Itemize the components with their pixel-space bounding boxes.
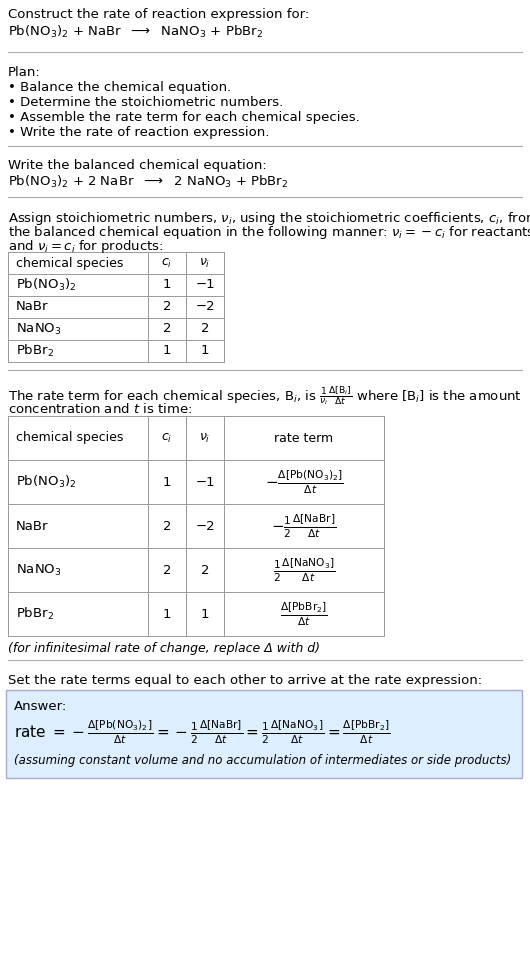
Text: 1: 1: [163, 607, 171, 621]
Text: 2: 2: [163, 519, 171, 533]
Text: • Balance the chemical equation.: • Balance the chemical equation.: [8, 81, 231, 94]
Text: $\nu_i$: $\nu_i$: [199, 431, 211, 444]
Text: $-\frac{\Delta[\mathrm{Pb(NO_3)_2}]}{\Delta t}$: $-\frac{\Delta[\mathrm{Pb(NO_3)_2}]}{\De…: [264, 468, 343, 496]
Text: the balanced chemical equation in the following manner: $\nu_i = -c_i$ for react: the balanced chemical equation in the fo…: [8, 224, 530, 241]
Text: 2: 2: [201, 322, 209, 336]
Text: $c_i$: $c_i$: [161, 257, 173, 269]
FancyBboxPatch shape: [6, 690, 522, 778]
Text: Answer:: Answer:: [14, 700, 67, 713]
Text: concentration and $t$ is time:: concentration and $t$ is time:: [8, 402, 192, 416]
Text: • Determine the stoichiometric numbers.: • Determine the stoichiometric numbers.: [8, 96, 283, 109]
Text: −1: −1: [195, 278, 215, 292]
Text: $\frac{1}{2}\frac{\Delta[\mathrm{NaNO_3}]}{\Delta t}$: $\frac{1}{2}\frac{\Delta[\mathrm{NaNO_3}…: [273, 556, 335, 584]
Text: 1: 1: [163, 278, 171, 292]
Text: $c_i$: $c_i$: [161, 431, 173, 444]
Text: Write the balanced chemical equation:: Write the balanced chemical equation:: [8, 159, 267, 172]
Text: −2: −2: [195, 301, 215, 313]
Text: 1: 1: [163, 345, 171, 357]
Text: Assign stoichiometric numbers, $\nu_i$, using the stoichiometric coefficients, $: Assign stoichiometric numbers, $\nu_i$, …: [8, 210, 530, 227]
Text: 1: 1: [201, 607, 209, 621]
Text: −1: −1: [195, 475, 215, 489]
Text: Plan:: Plan:: [8, 66, 41, 79]
Text: PbBr$_2$: PbBr$_2$: [16, 606, 54, 622]
Text: • Assemble the rate term for each chemical species.: • Assemble the rate term for each chemic…: [8, 111, 360, 124]
Text: rate term: rate term: [275, 431, 333, 444]
Text: and $\nu_i = c_i$ for products:: and $\nu_i = c_i$ for products:: [8, 238, 164, 255]
Text: 2: 2: [201, 563, 209, 577]
Text: (for infinitesimal rate of change, replace Δ with d): (for infinitesimal rate of change, repla…: [8, 642, 320, 655]
Text: NaNO$_3$: NaNO$_3$: [16, 562, 61, 578]
Text: (assuming constant volume and no accumulation of intermediates or side products): (assuming constant volume and no accumul…: [14, 754, 511, 767]
Text: • Write the rate of reaction expression.: • Write the rate of reaction expression.: [8, 126, 269, 139]
Text: 2: 2: [163, 301, 171, 313]
Text: Pb(NO$_3$)$_2$ + NaBr  $\longrightarrow$  NaNO$_3$ + PbBr$_2$: Pb(NO$_3$)$_2$ + NaBr $\longrightarrow$ …: [8, 24, 263, 40]
Text: $\nu_i$: $\nu_i$: [199, 257, 211, 269]
Text: Pb(NO$_3$)$_2$ + 2 NaBr  $\longrightarrow$  2 NaNO$_3$ + PbBr$_2$: Pb(NO$_3$)$_2$ + 2 NaBr $\longrightarrow…: [8, 174, 288, 190]
Text: $-\frac{1}{2}\frac{\Delta[\mathrm{NaBr}]}{\Delta t}$: $-\frac{1}{2}\frac{\Delta[\mathrm{NaBr}]…: [271, 512, 337, 540]
Text: Pb(NO$_3$)$_2$: Pb(NO$_3$)$_2$: [16, 277, 76, 293]
Text: 1: 1: [163, 475, 171, 489]
Text: PbBr$_2$: PbBr$_2$: [16, 343, 54, 359]
Text: 1: 1: [201, 345, 209, 357]
Text: $\frac{\Delta[\mathrm{PbBr_2}]}{\Delta t}$: $\frac{\Delta[\mathrm{PbBr_2}]}{\Delta t…: [280, 600, 328, 628]
Text: NaBr: NaBr: [16, 519, 49, 533]
Text: NaBr: NaBr: [16, 301, 49, 313]
Text: Pb(NO$_3$)$_2$: Pb(NO$_3$)$_2$: [16, 474, 76, 490]
Text: −2: −2: [195, 519, 215, 533]
Text: Set the rate terms equal to each other to arrive at the rate expression:: Set the rate terms equal to each other t…: [8, 674, 482, 687]
Text: rate $= -\frac{\Delta[\mathrm{Pb(NO_3)_2}]}{\Delta t} = -\frac{1}{2}\frac{\Delta: rate $= -\frac{\Delta[\mathrm{Pb(NO_3)_2…: [14, 718, 391, 746]
Text: 2: 2: [163, 322, 171, 336]
Text: NaNO$_3$: NaNO$_3$: [16, 321, 61, 337]
Text: chemical species: chemical species: [16, 257, 123, 269]
Text: Construct the rate of reaction expression for:: Construct the rate of reaction expressio…: [8, 8, 309, 21]
Text: 2: 2: [163, 563, 171, 577]
Text: chemical species: chemical species: [16, 431, 123, 444]
Text: The rate term for each chemical species, B$_i$, is $\frac{1}{\nu_i}\frac{\Delta[: The rate term for each chemical species,…: [8, 384, 522, 407]
